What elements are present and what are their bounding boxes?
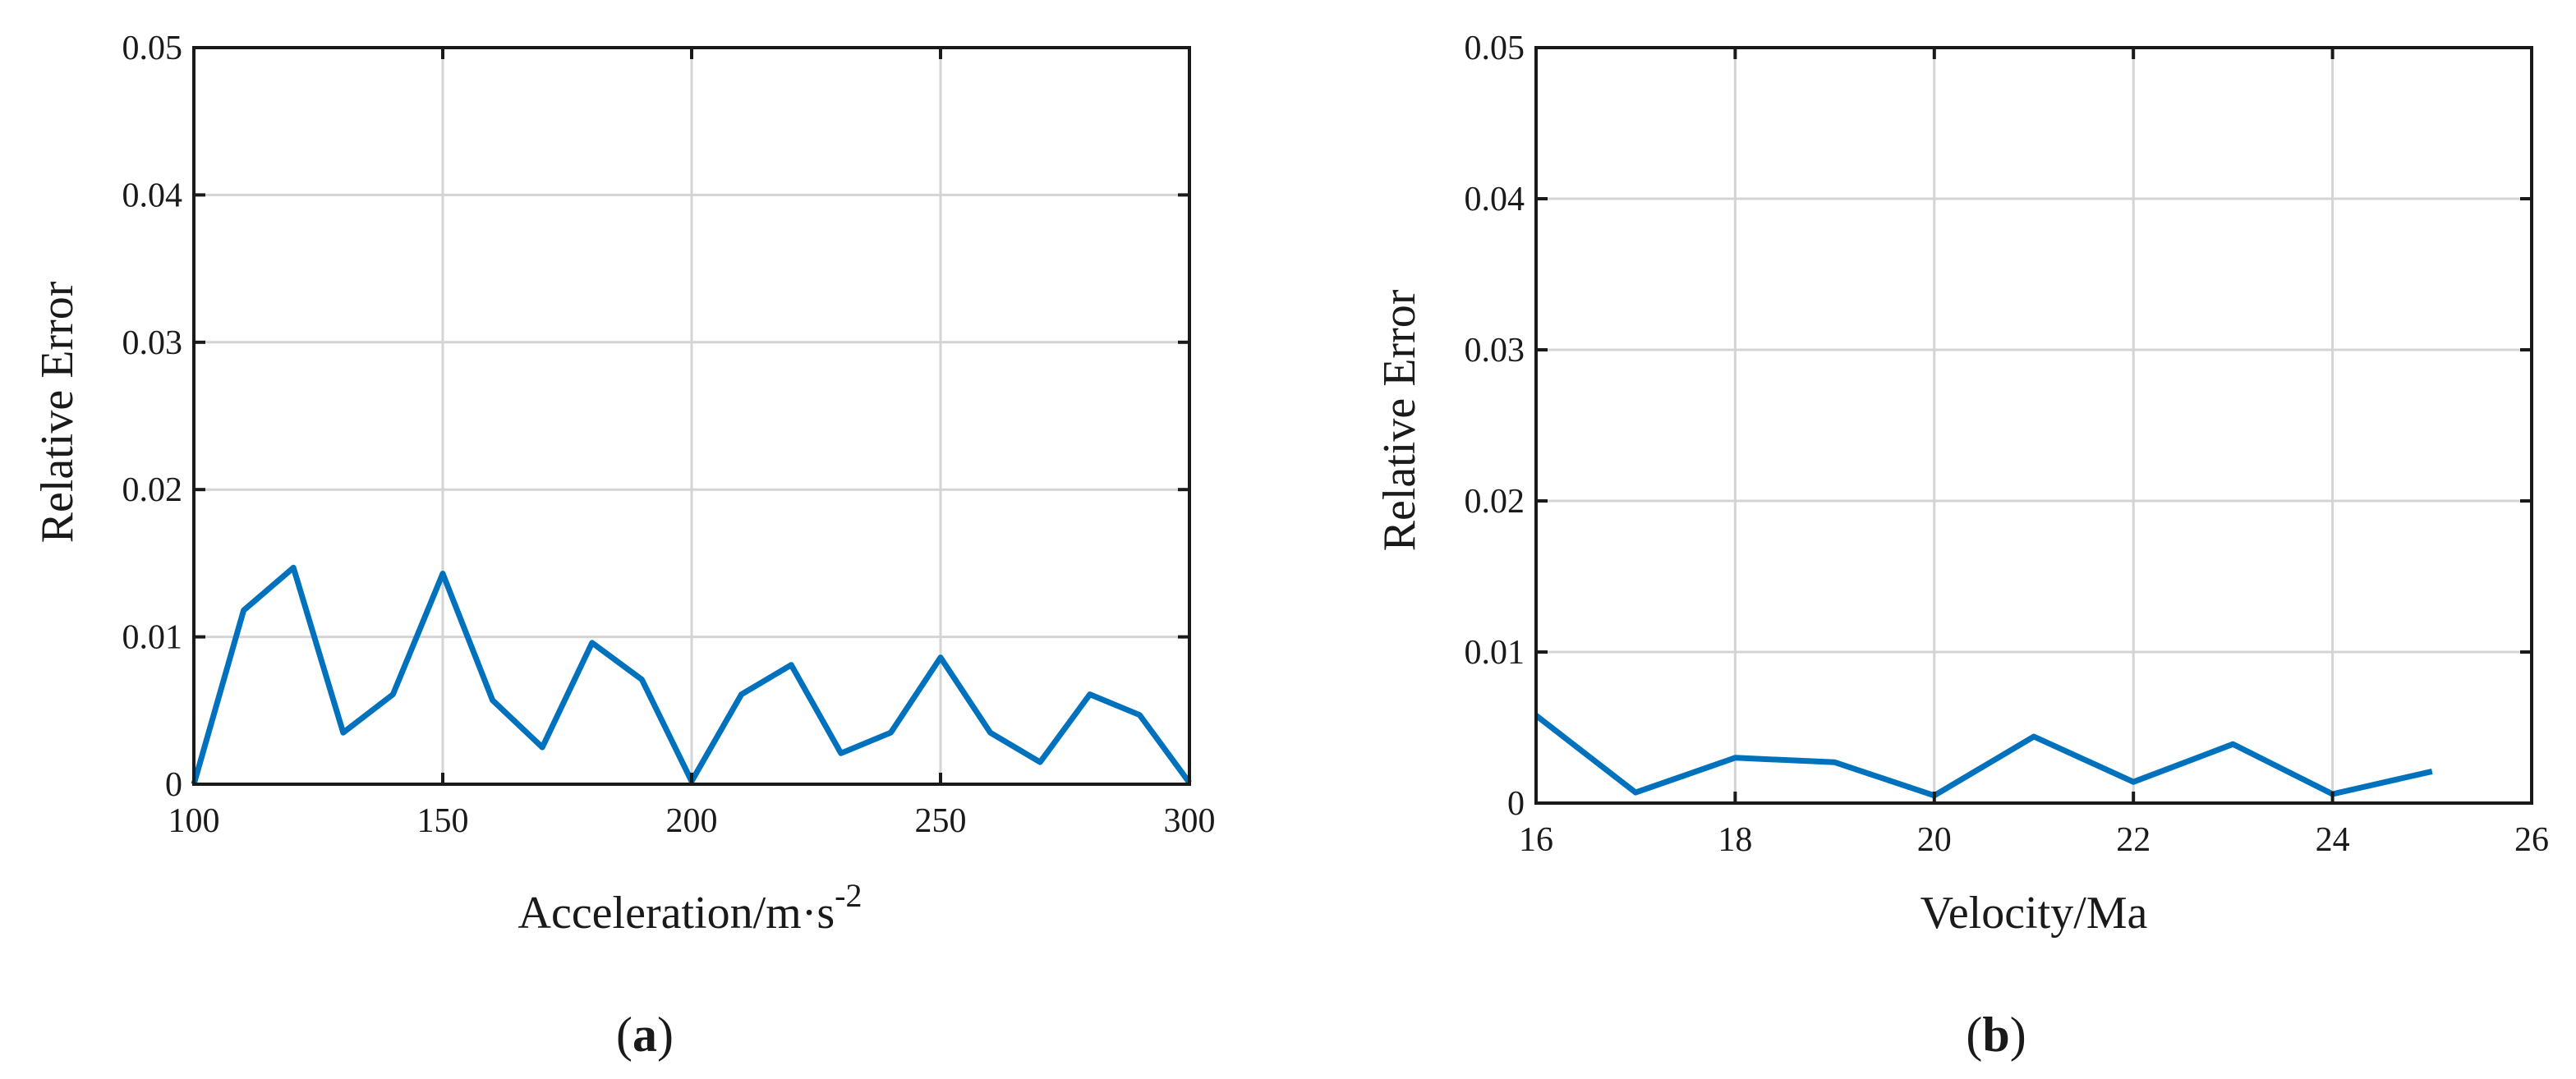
x-tick-label-b: 22	[2116, 821, 2150, 859]
y-tick-label-a: 0.05	[122, 30, 183, 67]
x-tick-label-a: 300	[1164, 802, 1216, 840]
y-tick-label-a: 0.03	[122, 324, 183, 362]
series-line-b	[1534, 713, 2433, 799]
x-tick-label-b: 26	[2514, 821, 2549, 859]
y-tick-labels-a: 0 0.01 0.02 0.03 0.04 0.05	[122, 30, 183, 804]
x-tick-label-b: 20	[1917, 821, 1952, 859]
x-tick-label-b: 24	[2316, 821, 2350, 859]
y-tick-label-a: 0.01	[122, 619, 183, 657]
x-axis-label-a: Acceleration/m·s-2	[518, 877, 862, 939]
y-tick-label-a: 0.04	[122, 177, 183, 214]
y-tick-label-a: 0	[165, 766, 182, 804]
y-tick-label-b: 0.01	[1465, 634, 1525, 672]
grid-lines-b	[1536, 48, 2532, 803]
x-tick-label-a: 150	[417, 802, 469, 840]
tick-marks-a	[192, 46, 1191, 786]
panel-label-b: (b)	[1966, 1008, 2026, 1062]
x-tick-label-a: 100	[168, 802, 220, 840]
y-tick-label-b: 0.03	[1465, 332, 1525, 370]
x-tick-label-a: 250	[915, 802, 967, 840]
x-tick-labels-b: 16 18 20 22 24 26	[1519, 821, 2549, 859]
y-tick-label-b: 0.05	[1465, 30, 1525, 67]
x-tick-label-b: 18	[1718, 821, 1752, 859]
y-tick-labels-b: 0 0.01 0.02 0.03 0.04 0.05	[1465, 30, 1525, 823]
x-tick-label-b: 16	[1519, 821, 1553, 859]
chart-panel-a: 100 150 200 250 300 0 0.01 0.02 0.03 0.04 0.05 Ac…	[32, 30, 1216, 1062]
x-tick-labels-a: 100 150 200 250 300	[168, 802, 1216, 840]
x-axis-label-superscript-a: -2	[835, 877, 862, 914]
y-axis-label-a: Relative Error	[32, 281, 83, 543]
y-tick-label-a: 0.02	[122, 471, 183, 509]
y-axis-label-b: Relative Error	[1374, 289, 1425, 551]
grid-lines-a	[194, 48, 1189, 784]
chart-panel-b: 16 18 20 22 24 26 0 0.01 0.02 0.03 0.04 0.05 Veloc…	[1374, 30, 2549, 1062]
tick-marks-b	[1534, 46, 2533, 805]
x-tick-label-a: 200	[666, 802, 718, 840]
panel-label-a: (a)	[616, 1008, 674, 1062]
y-tick-label-b: 0	[1507, 785, 1525, 823]
x-axis-label-b: Velocity/Ma	[1920, 888, 2148, 939]
y-tick-label-b: 0.04	[1465, 181, 1525, 218]
plot-frame-b	[1534, 46, 2533, 805]
y-tick-label-b: 0.02	[1465, 483, 1525, 521]
